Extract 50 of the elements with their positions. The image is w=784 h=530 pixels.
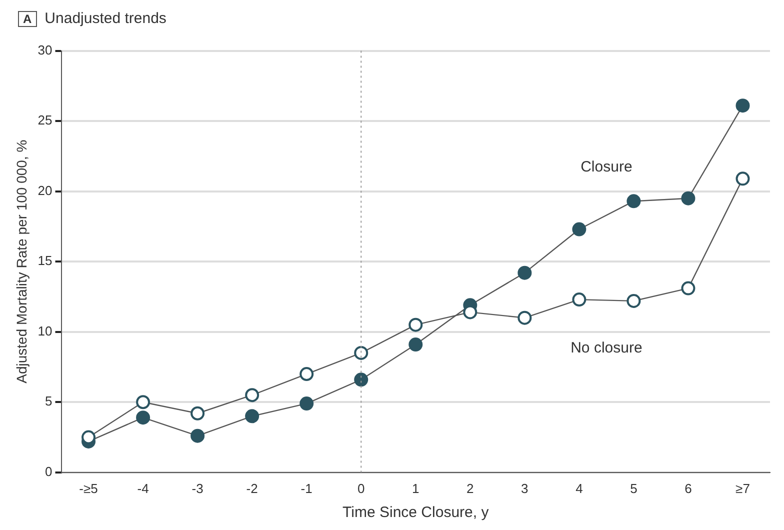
point [354,372,368,387]
point [626,194,641,208]
point [518,310,532,325]
point [190,428,205,443]
y-tick-label: 30 [38,42,52,58]
x-tick-label: 6 [684,480,692,496]
series-label: Closure [580,158,632,176]
y-tick-label: 25 [38,112,52,128]
x-axis-title: Time Since Closure, y [342,504,490,522]
x-tick-label: 4 [576,480,583,496]
point [245,388,260,402]
point [190,406,205,420]
point [82,430,96,444]
y-tick-label: 10 [38,323,52,338]
x-tick-label: -≥5 [79,480,98,496]
point [408,318,423,332]
y-axis-title: Adjusted Mortality Rate per 100 000, % [13,140,30,384]
x-tick-label: 5 [630,480,638,496]
point [300,367,314,382]
x-tick-label: ≥7 [736,480,750,496]
x-tick-label: 0 [357,480,365,496]
x-tick-label: -4 [137,480,149,496]
chart-title: Unadjusted trends [44,10,166,27]
point [518,266,532,280]
point [300,396,314,411]
point [681,281,696,296]
y-tick-label: 5 [45,394,52,409]
x-tick-label: 3 [521,480,528,496]
point [245,409,260,424]
x-tick-label: -2 [246,480,258,496]
x-tick-label: -3 [192,480,204,496]
point [626,294,641,308]
point [136,395,150,410]
x-tick-label: -1 [300,480,312,496]
text: A [18,10,37,26]
point [736,172,750,186]
text: No closure [570,339,642,356]
y-tick-label: 15 [38,253,52,268]
point [408,338,423,352]
y-tick-label: 20 [38,182,52,198]
point [572,292,586,307]
x-tick-label: 2 [466,480,474,496]
point [572,222,586,236]
y-tick-label: 0 [45,464,52,479]
x-tick-label: 1 [412,480,420,496]
point [463,305,478,320]
point [736,98,750,113]
point [136,410,150,425]
point [681,191,696,206]
point [354,346,368,360]
